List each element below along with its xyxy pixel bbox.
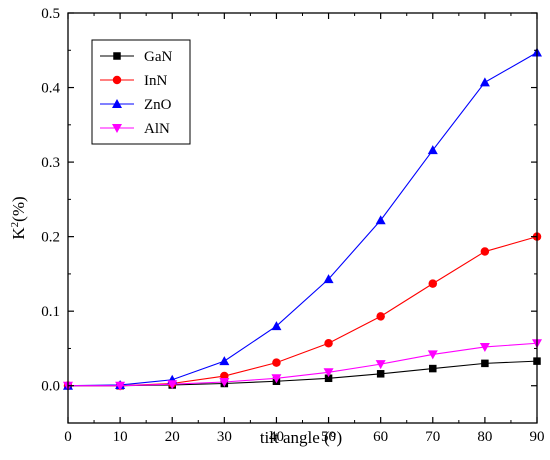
- y-axis-title: K2(%): [9, 196, 28, 239]
- data-point-zno: [375, 215, 386, 225]
- legend-label-aln: AlN: [144, 121, 170, 137]
- legend-marker-gan: [113, 52, 121, 60]
- data-point-gan: [324, 374, 333, 383]
- y-axis-title-main: K: [9, 227, 28, 240]
- data-point-zno: [323, 274, 334, 284]
- legend-label-inn: InN: [144, 73, 167, 89]
- data-point-inn: [376, 312, 385, 321]
- y-axis-title-tail: (%): [9, 196, 28, 221]
- data-point-inn: [480, 247, 490, 256]
- plot-area: [63, 47, 542, 391]
- y-tick-label: 0.5: [41, 6, 60, 22]
- series-line-gan: [68, 360, 538, 387]
- legend-box: [91, 39, 191, 145]
- data-point-aln: [323, 368, 334, 378]
- x-tick-label: 60: [373, 429, 388, 445]
- x-tick-label: 40: [269, 429, 284, 445]
- data-point-aln: [219, 378, 230, 387]
- data-point-aln: [115, 381, 126, 391]
- x-tick-label: 70: [425, 429, 440, 445]
- legend-marker-aln: [112, 124, 122, 133]
- data-point-zno: [479, 77, 490, 87]
- y-tick-label: 0.2: [41, 230, 60, 246]
- data-point-aln: [375, 360, 386, 370]
- data-point-zno: [271, 321, 282, 331]
- data-point-inn: [428, 279, 438, 288]
- series-line-aln: [68, 342, 538, 387]
- data-point-gan: [429, 364, 437, 373]
- y-tick-label: 0.3: [41, 155, 60, 171]
- x-axis-title: tilt angle (°): [260, 428, 342, 447]
- legend-label-zno: ZnO: [144, 97, 172, 113]
- data-point-zno: [427, 145, 438, 155]
- data-point-aln: [271, 374, 282, 384]
- series-line-inn: [68, 236, 538, 387]
- x-tick-label: 80: [477, 429, 492, 445]
- y-tick-label: 0.1: [41, 304, 60, 320]
- x-tick-label: 0: [64, 429, 72, 445]
- data-point-aln: [427, 350, 438, 360]
- x-tick-label: 10: [113, 429, 128, 445]
- x-tick-label: 90: [530, 429, 545, 445]
- x-tick-label: 20: [165, 429, 180, 445]
- y-axis-title-superscript: 2: [9, 222, 21, 228]
- data-point-zno: [219, 356, 230, 366]
- data-point-inn: [324, 338, 333, 348]
- series-line-zno: [67, 52, 538, 387]
- y-tick-label: 0.4: [41, 81, 60, 97]
- data-point-inn: [272, 358, 281, 367]
- legend-marker-inn: [112, 75, 122, 85]
- data-point-gan: [481, 359, 489, 368]
- legend-marker-zno: [112, 99, 122, 108]
- y-tick-label: 0.0: [41, 379, 60, 395]
- x-tick-label: 30: [217, 429, 232, 445]
- data-point-aln: [167, 380, 178, 390]
- data-point-aln: [479, 342, 490, 352]
- x-tick-label: 50: [321, 429, 336, 445]
- data-point-gan: [376, 370, 385, 378]
- axes: 0 10 20 30 40 50 60 70 80 90 0.0 0.1 0.2 0.3 0.4 0.5: [41, 6, 544, 445]
- legend-label-gan: GaN: [144, 49, 172, 65]
- legend: GaN InN ZnO AlN: [91, 39, 191, 145]
